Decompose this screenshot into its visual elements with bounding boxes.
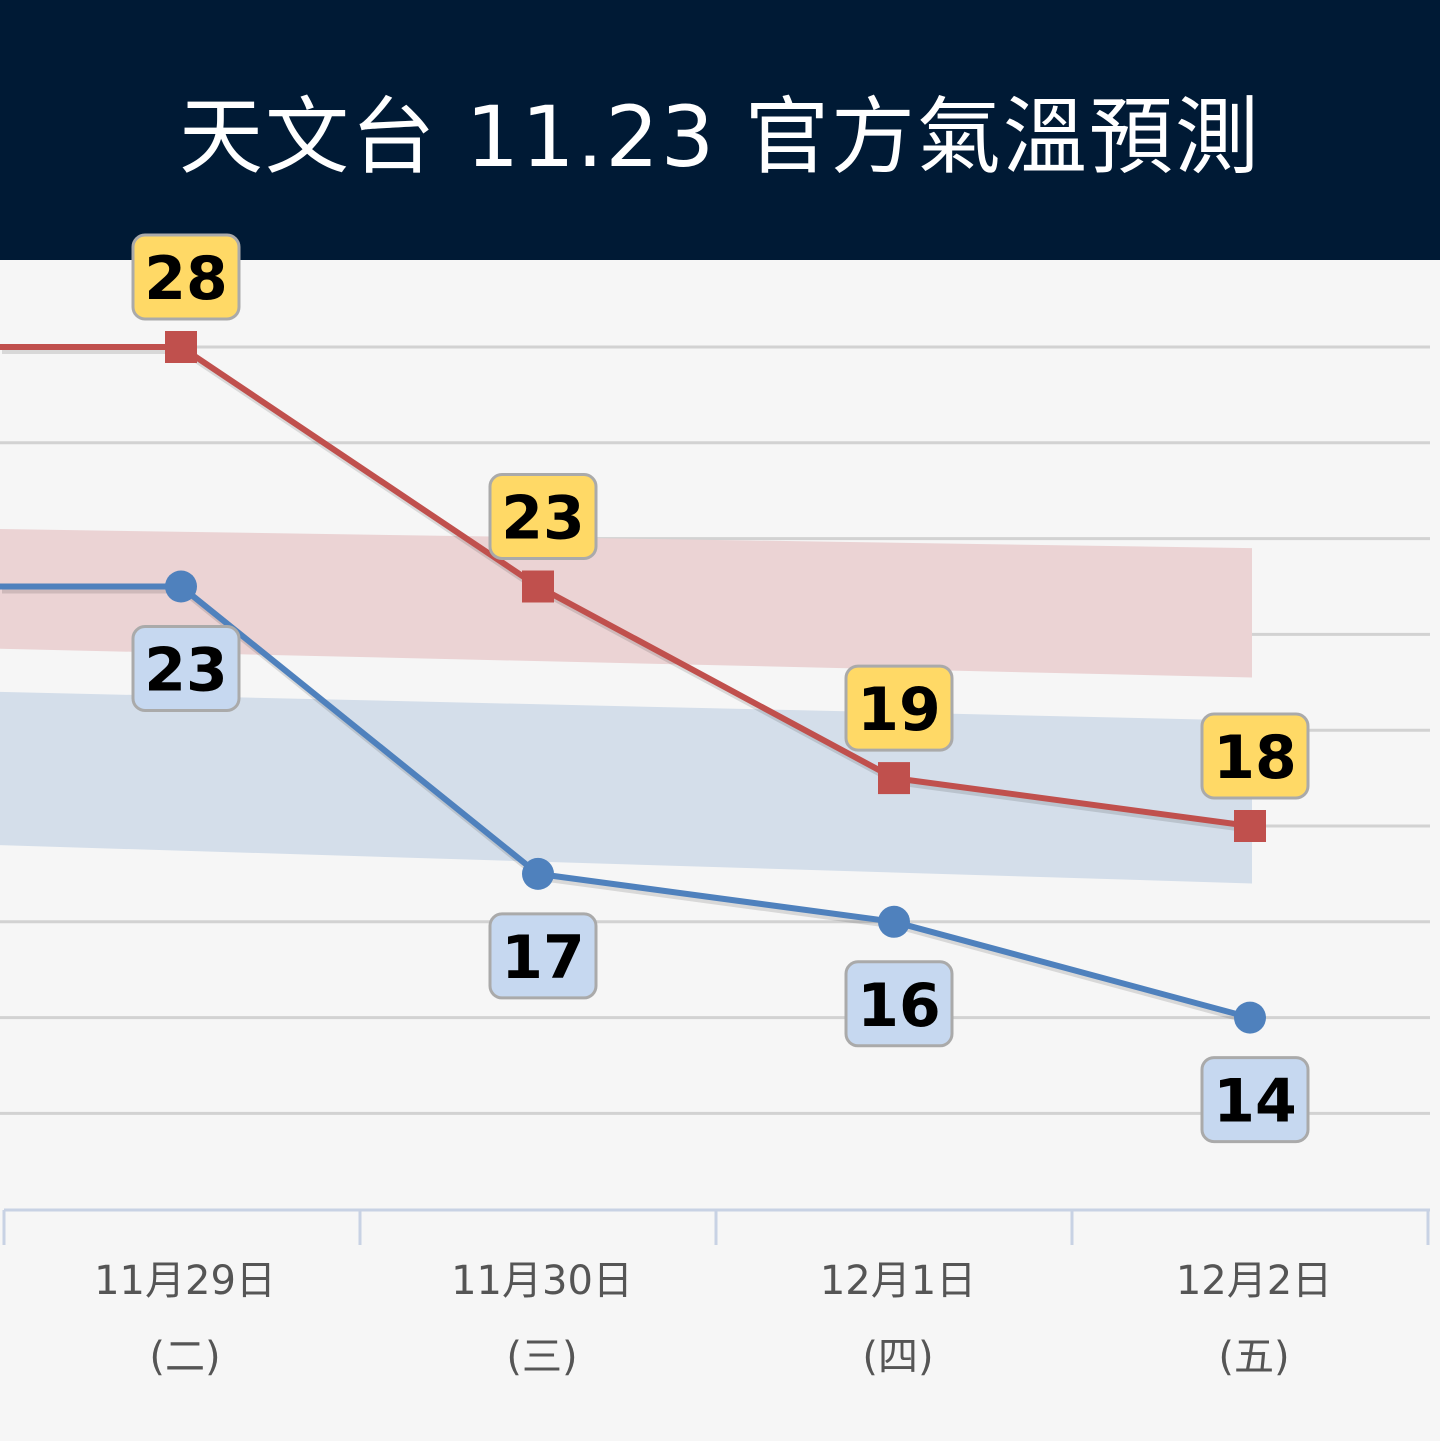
high-marker xyxy=(165,331,197,363)
x-axis xyxy=(2,1208,1430,1245)
high-data-label: 23 xyxy=(488,473,598,560)
high-marker xyxy=(522,570,554,603)
high-data-label: 19 xyxy=(844,664,954,752)
high-label-value: 28 xyxy=(144,244,228,314)
low-marker xyxy=(165,570,197,603)
low-label-box xyxy=(131,625,241,712)
x-tick-weekday: (三) xyxy=(506,1334,577,1380)
high-data-label: 28 xyxy=(131,233,241,321)
high-label-value: 18 xyxy=(1213,723,1297,793)
series-markers xyxy=(165,331,1266,1034)
x-tick-date: 11月30日 xyxy=(451,1258,633,1304)
low-marker xyxy=(1234,1001,1266,1034)
x-tick-labels: 11月29日 (二) 11月30日 (三) 12月1日 (四) 12月2日 (五) xyxy=(94,1258,1332,1380)
low-marker xyxy=(878,905,910,938)
low-label-box xyxy=(488,912,598,1000)
low-normal-band xyxy=(0,691,1252,884)
high-label-box xyxy=(1200,712,1310,800)
x-tick-weekday: (五) xyxy=(1218,1334,1289,1380)
x-tick-date: 12月1日 xyxy=(820,1258,976,1304)
low-label-box xyxy=(844,960,954,1048)
x-tick-weekday: (四) xyxy=(862,1334,933,1380)
low-label-box xyxy=(1200,1056,1310,1144)
low-data-label: 23 xyxy=(131,625,241,712)
header-bar: 天文台 11.23 官方氣溫預測 xyxy=(0,0,1440,260)
x-tick-date: 12月2日 xyxy=(1176,1258,1332,1304)
high-marker xyxy=(878,762,910,795)
low-data-label: 14 xyxy=(1200,1056,1310,1144)
high-marker xyxy=(1234,810,1266,842)
low-data-label: 17 xyxy=(488,912,598,1000)
high-label-box xyxy=(488,473,598,560)
x-tick-weekday: (二) xyxy=(149,1334,220,1380)
low-data-label: 16 xyxy=(844,960,954,1048)
low-label-value: 14 xyxy=(1213,1067,1297,1137)
high-label-value: 19 xyxy=(857,675,941,745)
high-data-label: 18 xyxy=(1200,712,1310,800)
low-label-value: 17 xyxy=(501,923,585,993)
high-label-box xyxy=(844,664,954,752)
high-label-value: 23 xyxy=(501,484,585,554)
low-marker xyxy=(522,857,554,890)
x-tick-date: 11月29日 xyxy=(94,1258,276,1304)
low-label-value: 16 xyxy=(857,971,941,1041)
high-normal-band xyxy=(0,529,1252,678)
data-labels: 28 23 19 18 23 17 16 14 xyxy=(131,233,1310,1144)
high-label-box xyxy=(131,233,241,321)
low-label-value: 23 xyxy=(144,636,228,706)
page-title: 天文台 11.23 官方氣溫預測 xyxy=(179,87,1261,186)
